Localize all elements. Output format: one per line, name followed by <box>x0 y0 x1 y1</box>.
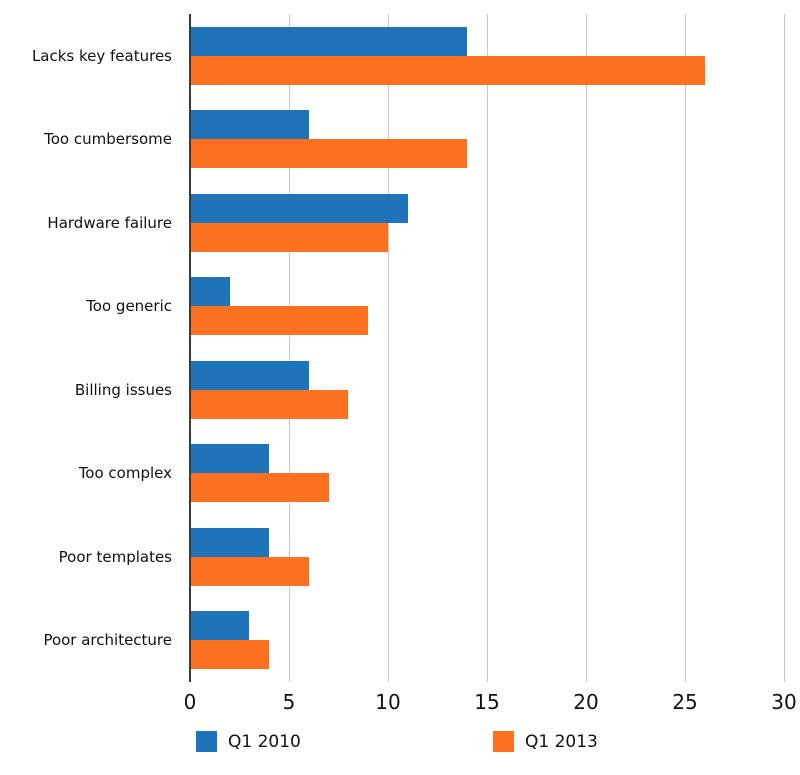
category-axis-labels: Lacks key features Too cumbersome Hardware… <box>0 14 172 682</box>
bar-group <box>190 14 784 98</box>
bar-q1-2010[interactable] <box>190 611 250 641</box>
bar-q1-2013[interactable] <box>190 139 468 169</box>
gridline-x-5 <box>289 14 290 682</box>
category-label: Too generic <box>86 297 172 316</box>
x-tick-label: 30 <box>771 690 797 714</box>
bar-q1-2013[interactable] <box>190 306 369 336</box>
bar-q1-2013[interactable] <box>190 389 349 419</box>
category-label: Too complex <box>78 464 172 483</box>
gridline-x-25 <box>685 14 686 682</box>
bar-q1-2010[interactable] <box>190 110 309 140</box>
x-tick-label: 20 <box>573 690 599 714</box>
legend-swatch-icon <box>196 731 217 752</box>
legend-swatch-icon <box>493 731 514 752</box>
bar-group <box>190 181 784 265</box>
y-axis-line <box>189 14 191 682</box>
bar-q1-2013[interactable] <box>190 556 309 586</box>
bar-group <box>190 599 784 683</box>
bar-q1-2013[interactable] <box>190 640 270 670</box>
gridline-x-30 <box>784 14 785 682</box>
bar-group <box>190 348 784 432</box>
gridline-x-10 <box>388 14 389 682</box>
bar-group <box>190 515 784 599</box>
bar-group <box>190 98 784 182</box>
bar-q1-2010[interactable] <box>190 360 309 390</box>
category-label: Hardware failure <box>47 213 172 232</box>
x-tick-label: 25 <box>672 690 698 714</box>
bar-q1-2010[interactable] <box>190 277 230 307</box>
legend-item-q1-2010[interactable]: Q1 2010 <box>190 731 487 752</box>
category-label: Too cumbersome <box>44 130 172 149</box>
x-tick-label: 10 <box>375 690 401 714</box>
legend: Q1 2010 Q1 2013 <box>190 731 784 752</box>
category-label: Lacks key features <box>31 46 172 65</box>
x-tick-label: 5 <box>282 690 296 714</box>
legend-label: Q1 2010 <box>228 731 301 752</box>
bar-q1-2010[interactable] <box>190 444 270 474</box>
category-label: Billing issues <box>74 380 172 399</box>
bar-group <box>190 432 784 516</box>
bar-q1-2013[interactable] <box>190 222 388 252</box>
bar-q1-2010[interactable] <box>190 193 408 223</box>
bar-q1-2010[interactable] <box>190 26 468 56</box>
gridline-x-15 <box>487 14 488 682</box>
plot-area <box>189 14 785 683</box>
bar-q1-2013[interactable] <box>190 473 329 503</box>
bar-q1-2013[interactable] <box>190 55 705 85</box>
category-label: Poor architecture <box>43 631 172 650</box>
bar-group <box>190 265 784 349</box>
x-tick-label: 15 <box>474 690 500 714</box>
x-tick-label: 0 <box>183 690 197 714</box>
bar-q1-2010[interactable] <box>190 527 270 557</box>
legend-item-q1-2013[interactable]: Q1 2013 <box>487 731 784 752</box>
category-label: Poor templates <box>58 547 172 566</box>
gridline-x-20 <box>586 14 587 682</box>
legend-label: Q1 2013 <box>525 731 598 752</box>
